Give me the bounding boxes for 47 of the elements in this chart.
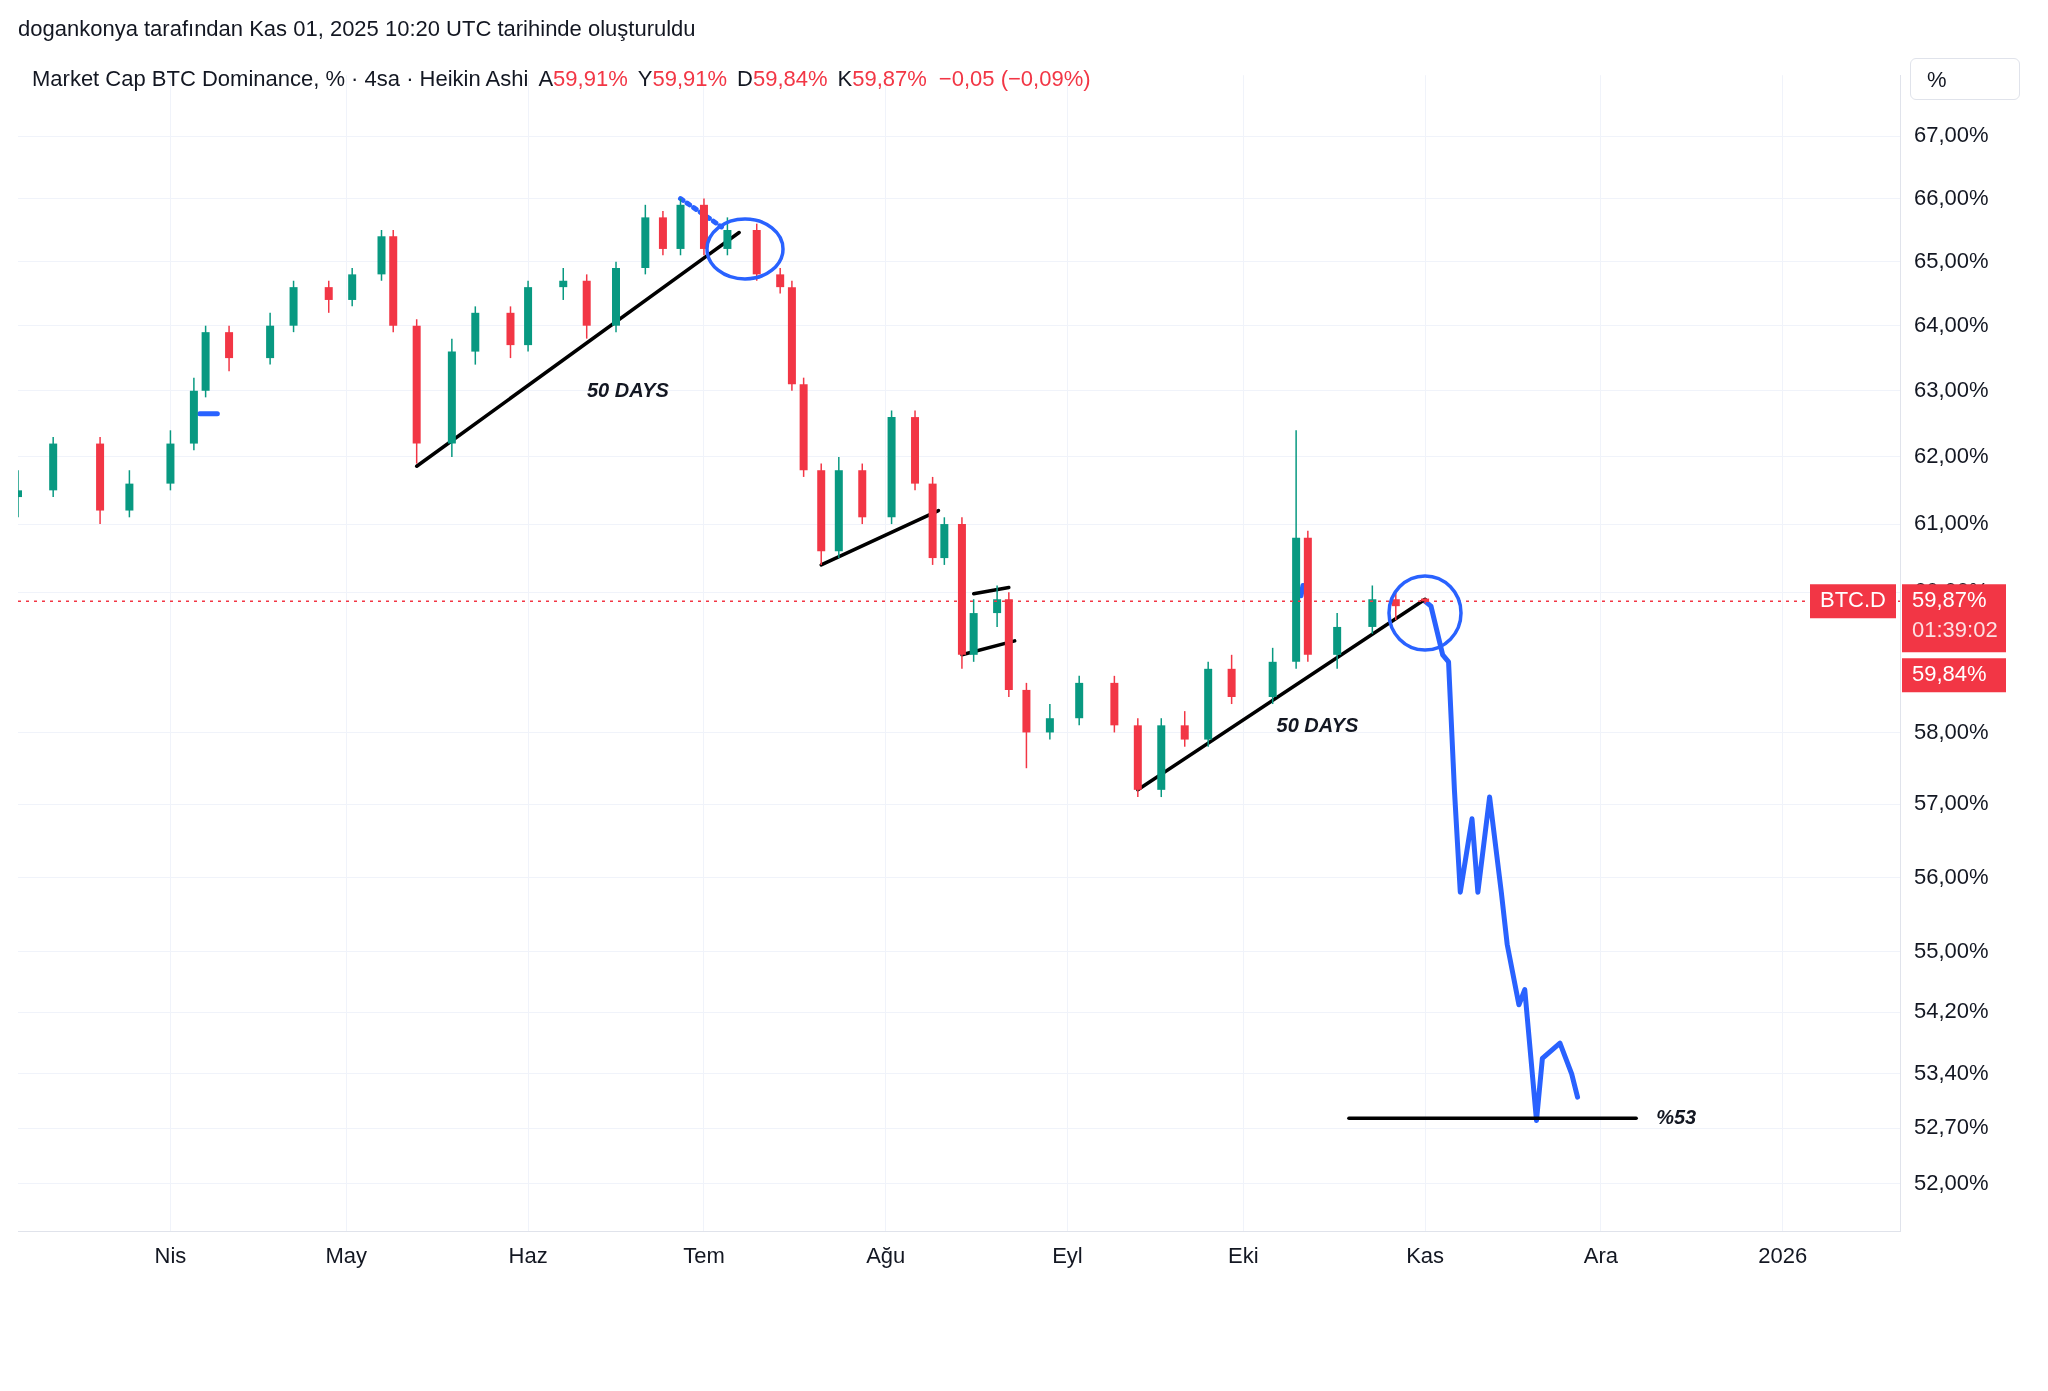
y-tick-label: 55,00% xyxy=(1914,937,1989,963)
text: 59,87% xyxy=(1912,587,1987,613)
ref-line-label: BTC.D xyxy=(1820,587,1886,613)
candlestick xyxy=(559,267,568,301)
candlestick xyxy=(1180,710,1189,748)
annotation: 50 DAYS xyxy=(586,378,670,401)
text: 59,84% xyxy=(1912,661,1987,687)
annotation: %53 xyxy=(1656,1105,1697,1128)
candlestick xyxy=(723,216,732,257)
x-tick-label: Nis xyxy=(154,1242,187,1268)
x-tick-label: Ara xyxy=(1583,1242,1619,1268)
x-tick-label: Kas xyxy=(1406,1242,1445,1268)
annotation: D59,84% xyxy=(737,66,828,91)
text: % xyxy=(1910,58,2020,100)
x-tick-label: Eki xyxy=(1228,1242,1259,1268)
candlestick xyxy=(776,267,785,295)
annotation: −0,05 (−0,09%) xyxy=(938,66,1091,91)
annotation: K59,87% xyxy=(837,66,927,91)
candlestick xyxy=(1045,703,1054,741)
chart-title: Market Cap BTC Dominance, % · 4sa · Heikin Ashi xyxy=(32,66,529,91)
y-tick-label: 65,00% xyxy=(1914,247,1989,273)
text: 01:39:02 xyxy=(1912,617,1998,643)
candlestick xyxy=(993,584,1002,628)
y-tick-label: 63,00% xyxy=(1914,376,1989,402)
y-tick-label: 67,00% xyxy=(1914,122,1989,148)
y-tick-label: 54,20% xyxy=(1914,998,1989,1024)
x-tick-label: 2026 xyxy=(1758,1242,1808,1268)
chart-subtitle: dogankonya tarafından Kas 01, 2025 10:20 UTC tarihinde oluşturuldu xyxy=(18,16,696,42)
y-tick-label: 62,00% xyxy=(1914,442,1989,468)
y-tick-label: 66,00% xyxy=(1914,184,1989,210)
annotation: A59,91% xyxy=(538,66,628,91)
x-tick-label: Tem xyxy=(683,1242,725,1268)
annotation: Y59,91% xyxy=(637,66,728,91)
x-tick-label: Ağu xyxy=(866,1242,906,1268)
y-tick-label: 56,00% xyxy=(1914,863,1989,889)
candlestick xyxy=(324,280,333,314)
y-tick-label: 52,00% xyxy=(1914,1169,1989,1195)
y-tick-label: 57,00% xyxy=(1914,790,1989,816)
y-tick-label: 61,00% xyxy=(1914,510,1989,536)
annotation: 50 DAYS xyxy=(1276,714,1360,737)
y-tick-label: 58,00% xyxy=(1914,718,1989,744)
y-tick-label: 64,00% xyxy=(1914,311,1989,337)
y-tick-label: 53,40% xyxy=(1914,1059,1989,1085)
x-tick-label: Haz xyxy=(508,1242,548,1268)
x-tick-label: May xyxy=(325,1242,368,1268)
x-tick-label: Eyl xyxy=(1052,1242,1083,1268)
y-tick-label: 52,70% xyxy=(1914,1114,1989,1140)
